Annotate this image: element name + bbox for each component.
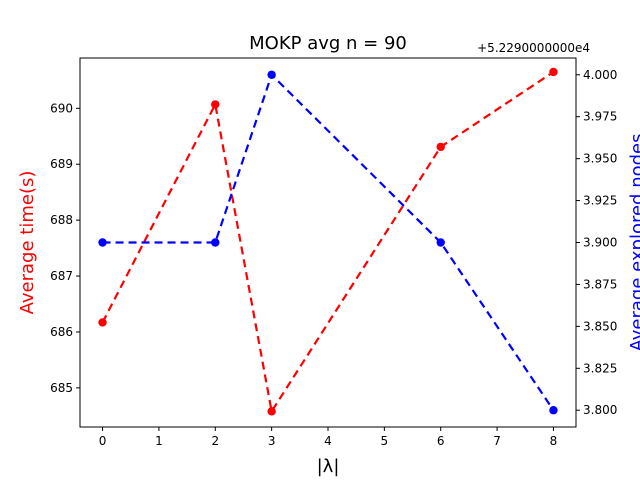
left-y-tick-label: 686: [50, 325, 73, 339]
left-y-tick-label: 689: [50, 157, 73, 171]
data-point: [98, 318, 107, 327]
series-line: [101, 71, 555, 415]
left-y-tick-label: 687: [50, 269, 73, 283]
data-point: [211, 100, 220, 109]
right-y-axis-offset-text: +5.2290000000e4: [477, 41, 590, 55]
x-tick-label: 8: [550, 434, 558, 448]
left-y-tick-label: 688: [50, 213, 73, 227]
chart-title: MOKP avg n = 90: [249, 33, 407, 54]
left-y-axis-ticks: 685 686 687 688 689 690: [50, 101, 80, 395]
right-y-tick-label: 3.925: [583, 194, 617, 208]
x-axis-label: |λ|: [317, 456, 340, 477]
data-point: [549, 406, 558, 415]
x-tick-label: 1: [155, 434, 163, 448]
data-point: [98, 238, 107, 247]
x-tick-label: 0: [99, 434, 107, 448]
left-y-tick-label: 690: [50, 101, 73, 115]
x-tick-label: 5: [381, 434, 389, 448]
left-y-axis-label: Average time(s): [17, 171, 38, 315]
right-y-axis-label: Average explored nodes: [627, 133, 640, 351]
right-y-tick-label: 3.950: [583, 152, 617, 166]
right-y-tick-label: 3.900: [583, 236, 617, 250]
x-tick-label: 2: [211, 434, 219, 448]
data-point: [267, 407, 276, 416]
right-y-axis-ticks: 3.800 3.825 3.850 3.875 3.900 3.925 3.950 3.975…: [576, 68, 617, 417]
data-point: [211, 238, 220, 247]
data-point: [267, 70, 276, 79]
right-y-tick-label: 3.875: [583, 277, 617, 291]
data-point: [549, 67, 558, 77]
left-y-tick-label: 685: [50, 381, 73, 395]
right-y-tick-label: 3.800: [583, 403, 617, 417]
x-tick-label: 7: [493, 434, 501, 448]
data-point: [436, 238, 445, 247]
right-y-tick-label: 3.850: [583, 319, 617, 333]
left-axis-series: [98, 67, 558, 416]
x-axis-ticks: 0 1 2 3 4 5 6 7 8: [99, 427, 558, 448]
data-point: [436, 142, 445, 152]
right-axis-series: [98, 70, 558, 415]
series-layer: [98, 67, 558, 416]
x-tick-label: 3: [268, 434, 276, 448]
right-y-tick-label: 3.975: [583, 110, 617, 124]
right-y-tick-label: 4.000: [583, 68, 617, 82]
x-tick-label: 6: [437, 434, 445, 448]
right-y-tick-label: 3.825: [583, 361, 617, 375]
x-tick-label: 4: [324, 434, 332, 448]
